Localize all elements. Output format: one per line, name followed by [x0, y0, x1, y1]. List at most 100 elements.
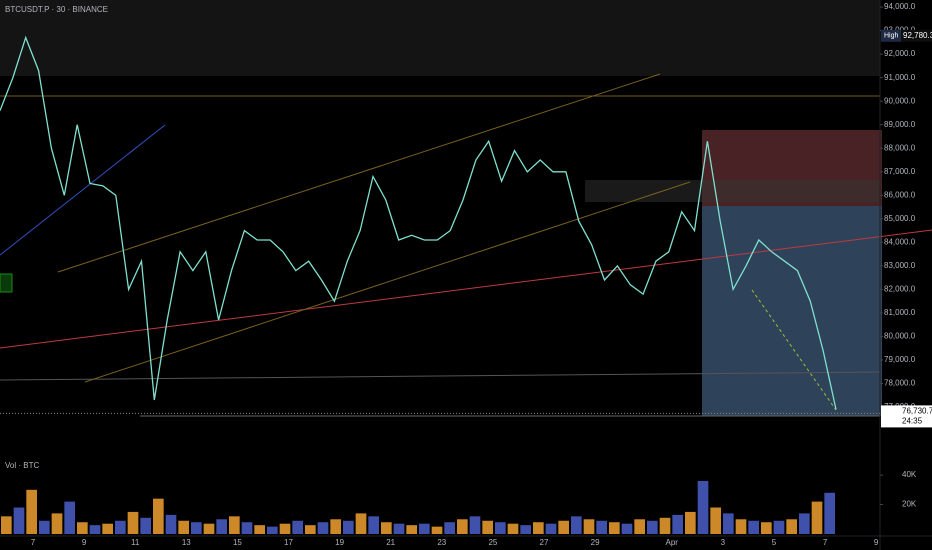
- volume-bar: [393, 523, 405, 534]
- volume-bar: [596, 520, 607, 534]
- y-tick-label: 90,000.0: [884, 96, 916, 105]
- volume-bar: [140, 517, 151, 534]
- volume-bar: [203, 523, 215, 534]
- last-price-tag: [881, 405, 932, 428]
- y-tick-label: 85,000.0: [884, 214, 916, 223]
- y-tick-label: 91,000.0: [884, 73, 916, 82]
- volume-bar: [51, 513, 63, 534]
- x-tick-label: 13: [182, 538, 191, 547]
- volume-bar: [444, 522, 455, 534]
- volume-bar: [216, 519, 227, 534]
- volume-bar: [64, 501, 75, 534]
- x-tick-label: 7: [823, 538, 828, 547]
- volume-bar: [89, 525, 101, 534]
- volume-bar: [39, 520, 50, 534]
- volume-bar: [431, 526, 443, 534]
- y-tick-label: 84,000.0: [884, 237, 916, 246]
- volume-bar: [102, 523, 113, 534]
- volume-bar: [723, 513, 734, 534]
- volume-bar: [368, 516, 379, 534]
- volume-bar: [811, 501, 823, 534]
- volume-bar: [558, 520, 569, 534]
- volume-bar: [254, 525, 265, 534]
- volume-bar: [507, 523, 519, 534]
- x-tick-label: 17: [284, 538, 293, 547]
- x-tick-label: 27: [540, 538, 549, 547]
- volume-bar: [697, 480, 709, 534]
- last-price: 76,730.7: [902, 407, 932, 416]
- x-tick-label: 15: [233, 538, 242, 547]
- volume-bar: [77, 522, 88, 534]
- volume-bar: [609, 522, 620, 534]
- volume-bar: [406, 525, 417, 534]
- volume-bar: [647, 520, 658, 534]
- volume-bar: [330, 519, 341, 534]
- volume-bar: [1, 516, 12, 534]
- y-tick-label: 94,000.0: [884, 2, 916, 11]
- channel-line: [84, 181, 691, 383]
- volume-bar: [229, 516, 240, 534]
- volume-bar: [153, 498, 164, 534]
- y-tick-label: 86,000.0: [884, 190, 916, 199]
- chart-title: BTCUSDT.P · 30 · BINANCE: [5, 5, 108, 14]
- volume-bar: [571, 516, 582, 534]
- volume-bar: [773, 520, 785, 534]
- x-tick-label: 29: [591, 538, 600, 547]
- volume-bar: [710, 507, 721, 534]
- volume-bar: [659, 517, 671, 534]
- volume-title: Vol · BTC: [5, 461, 39, 470]
- volume-bar: [317, 522, 329, 534]
- zone: [0, 0, 880, 76]
- x-tick-label: 7: [31, 538, 36, 547]
- x-tick-label: 25: [488, 538, 497, 547]
- volume-bar: [520, 525, 531, 534]
- volume-bar: [495, 522, 506, 534]
- volume-bar: [279, 523, 291, 534]
- level-line: [0, 371, 881, 381]
- countdown: 24:35: [902, 417, 923, 426]
- y-tick-label: 20K: [902, 500, 917, 509]
- trend-line: [0, 124, 166, 256]
- x-tick-label: 9: [82, 538, 87, 547]
- volume-bar: [634, 519, 645, 534]
- volume-bar: [672, 514, 683, 534]
- range-box: [585, 180, 880, 202]
- channel-line: [57, 73, 661, 273]
- y-tick-label: 87,000.0: [884, 167, 916, 176]
- price-tag: [881, 29, 932, 42]
- marker-box: [0, 273, 13, 293]
- y-tick-label: 81,000.0: [884, 308, 916, 317]
- volume-bar: [381, 522, 392, 534]
- trend-line: [0, 229, 932, 349]
- x-tick-label: 3: [721, 538, 726, 547]
- y-tick-label: 79,000.0: [884, 355, 916, 364]
- price-line: [0, 35, 837, 410]
- volume-bar: [191, 522, 202, 534]
- volume-bar: [685, 511, 696, 534]
- projection-line: [751, 289, 837, 411]
- volume-bar: [115, 520, 126, 534]
- volume-bar: [824, 492, 835, 534]
- volume-bar: [761, 522, 772, 534]
- y-tick-label: 88,000.0: [884, 143, 916, 152]
- tag-value: 92,780.3: [903, 31, 932, 40]
- x-tick-label: Apr: [666, 538, 679, 547]
- y-tick-label: 40K: [902, 470, 917, 479]
- volume-bar: [583, 519, 595, 534]
- y-tick-label: 89,000.0: [884, 120, 916, 129]
- volume-bar: [748, 520, 759, 534]
- volume-bar: [355, 513, 367, 534]
- volume-bar: [267, 526, 278, 534]
- volume-bar: [482, 520, 493, 534]
- x-tick-label: 21: [386, 538, 395, 547]
- volume-bar: [621, 523, 633, 534]
- volume-bar: [305, 525, 316, 534]
- volume-bar: [241, 522, 253, 534]
- volume-bar: [457, 519, 468, 534]
- y-tick-label: 92,000.0: [884, 49, 916, 58]
- y-tick-label: 78,000.0: [884, 379, 916, 388]
- volume-bar: [799, 513, 810, 534]
- y-tick-label: 83,000.0: [884, 261, 916, 270]
- y-tick-label: 82,000.0: [884, 285, 916, 294]
